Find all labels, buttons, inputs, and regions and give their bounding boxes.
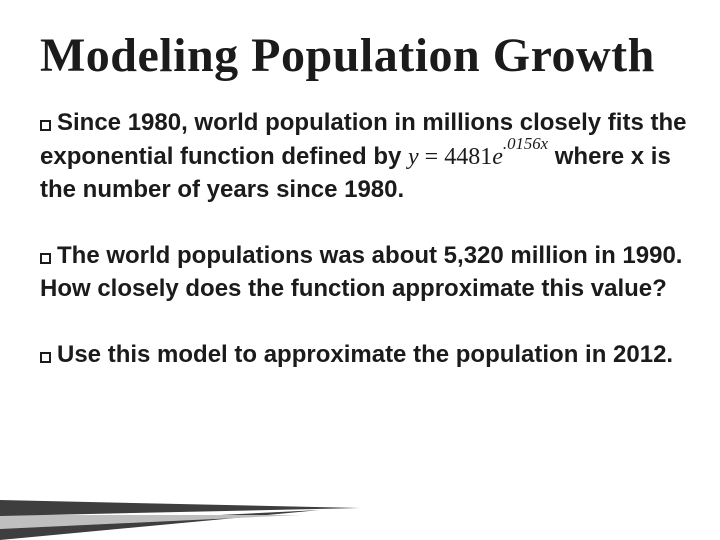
formula-lhs: y (408, 144, 419, 170)
decor-tri-3 (0, 500, 360, 516)
bullet-item-3: Use this model to approximate the popula… (40, 339, 688, 371)
formula-coef: 4481 (444, 144, 492, 170)
formula-exp: .0156x (503, 134, 548, 153)
bullet-1-formula: y = 4481e.0156x (408, 144, 548, 170)
bullet-3-text: Use this model to approximate the popula… (57, 341, 673, 368)
slide-title: Modeling Population Growth (40, 28, 688, 83)
formula-base: e (492, 144, 503, 170)
decor-tri-1 (0, 510, 320, 540)
bullet-item-1: Since 1980, world population in millions… (40, 107, 688, 206)
bullet-marker-icon (40, 253, 51, 264)
bullet-marker-icon (40, 120, 51, 131)
bullet-item-2: The world populations was about 5,320 mi… (40, 240, 688, 305)
bullet-list: Since 1980, world population in millions… (40, 107, 688, 371)
formula-eq: = (425, 144, 439, 170)
bullet-marker-icon (40, 352, 51, 363)
corner-decor-icon (0, 450, 360, 540)
slide: Modeling Population Growth Since 1980, w… (0, 0, 720, 540)
decor-tri-2 (0, 515, 300, 529)
bullet-2-text: The world populations was about 5,320 mi… (40, 242, 682, 301)
